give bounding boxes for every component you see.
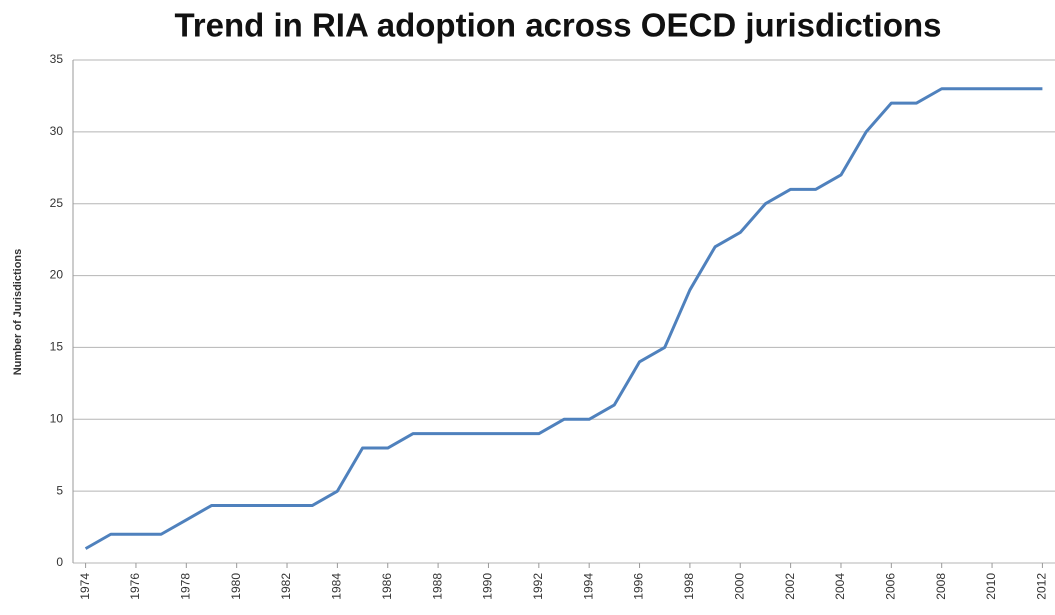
x-tick-label: 1978 [178,573,192,600]
y-tick-label: 0 [56,555,63,569]
x-tick-label: 1998 [682,573,696,600]
x-tick-label: 1996 [632,573,646,600]
y-axis-label: Number of Jurisdictions [12,249,24,376]
x-tick-label: 2004 [833,573,847,600]
y-tick-label: 30 [50,124,64,138]
y-tick-label: 15 [50,340,64,354]
x-tick-label: 1994 [581,573,595,600]
x-tick-label: 2010 [984,573,998,600]
x-tick-label: 2002 [783,573,797,600]
x-tick-label: 1982 [279,573,293,600]
y-tick-label: 10 [50,411,64,425]
x-tick-label: 2012 [1035,573,1049,600]
x-tick-label: 1984 [330,573,344,600]
x-tick-label: 2000 [732,573,746,600]
y-tick-label: 25 [50,196,64,210]
y-tick-label: 35 [50,52,64,66]
chart-title: Trend in RIA adoption across OECD jurisd… [174,7,941,44]
y-tick-label: 5 [56,483,63,497]
x-tick-label: 1980 [229,573,243,600]
x-tick-label: 1988 [430,573,444,600]
x-tick-label: 1992 [531,573,545,600]
x-tick-label: 1976 [128,573,142,600]
y-tick-label: 20 [50,268,64,282]
x-tick-label: 2008 [934,573,948,600]
x-tick-label: 2006 [884,573,898,600]
x-tick-label: 1990 [481,573,495,600]
x-tick-label: 1974 [78,573,92,600]
data-line [84,87,1043,550]
x-tick-label: 1986 [380,573,394,600]
